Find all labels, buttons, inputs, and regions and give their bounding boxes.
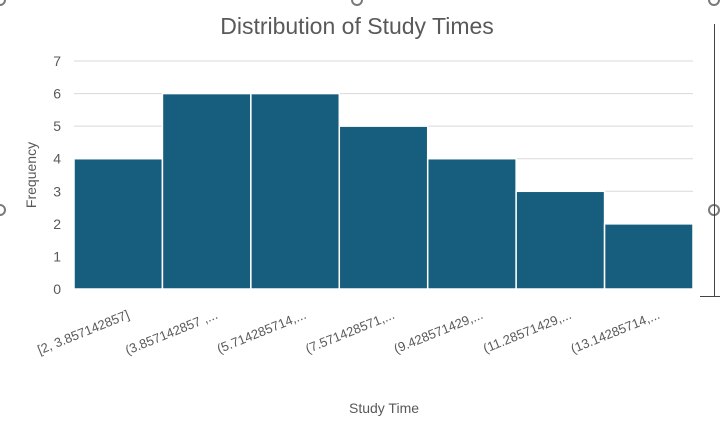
x-tick-label: (13.14285714,... <box>568 307 661 356</box>
y-tick-label: 2 <box>53 216 61 232</box>
x-tick-label: (7.571428571,... <box>303 307 396 356</box>
adjacent-object-edge-bottom <box>700 296 720 297</box>
resize-handle-top-left[interactable] <box>0 0 6 6</box>
chart-title: Distribution of Study Times <box>220 13 494 39</box>
x-tick-label: (5.714285714,... <box>215 307 308 356</box>
bar-6 <box>603 223 694 290</box>
x-tick-labels: [2, 3.857142857](3.857142857 ,...(5.7142… <box>35 307 662 358</box>
x-tick-label: (9.428571429,... <box>392 307 485 356</box>
y-tick-label: 3 <box>53 183 61 199</box>
x-axis-label: Study Time <box>349 400 419 416</box>
y-tick-label: 1 <box>53 248 61 264</box>
x-tick-label: [2, 3.857142857] <box>35 307 131 357</box>
bar-2 <box>250 92 341 290</box>
y-tick-label: 5 <box>53 118 61 134</box>
resize-handle-top-right[interactable] <box>708 0 720 6</box>
x-tick-label: (3.857142857 ,... <box>123 307 220 358</box>
y-axis-label: Frequency <box>23 142 39 208</box>
bar-0 <box>73 157 164 290</box>
bar-1 <box>161 92 252 290</box>
bars <box>73 92 694 290</box>
y-tick-label: 7 <box>53 53 61 69</box>
x-tick-label: (11.28571429,... <box>481 307 574 356</box>
y-tick-label: 4 <box>53 151 61 167</box>
y-tick-label: 0 <box>53 281 61 297</box>
resize-handle-top-middle[interactable] <box>351 0 363 6</box>
bar-5 <box>515 190 606 290</box>
adjacent-object-edge <box>714 24 715 296</box>
y-tick-label: 6 <box>53 86 61 102</box>
resize-handle-middle-left[interactable] <box>0 204 6 216</box>
y-tick-labels: 0 1 2 3 4 5 6 7 <box>53 53 61 297</box>
bar-4 <box>426 157 517 290</box>
bar-3 <box>338 125 429 290</box>
